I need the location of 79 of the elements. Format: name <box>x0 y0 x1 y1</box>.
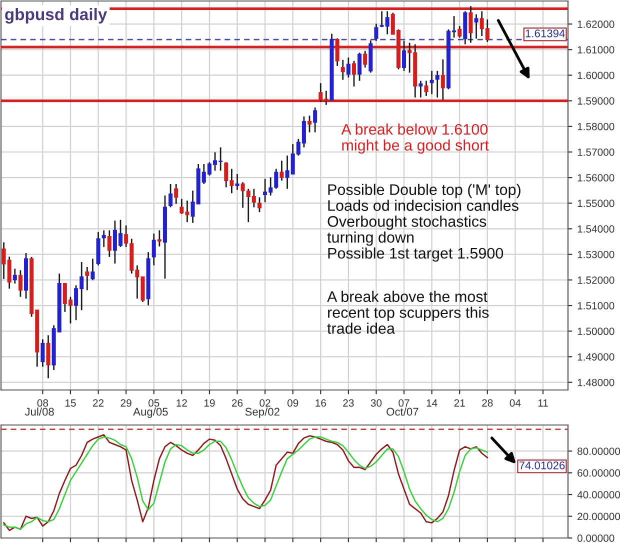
candlestick <box>352 60 356 88</box>
text: Sep/02 <box>245 408 280 418</box>
y-tick-label: 1.58000 <box>578 122 614 130</box>
text: Aug/05 <box>133 408 168 418</box>
candlestick <box>168 183 173 208</box>
chart-title: gbpusd daily <box>5 8 108 24</box>
x-tick-label: 16 <box>316 399 326 407</box>
candlestick <box>402 40 406 72</box>
x-tick-label: 19 <box>204 399 215 407</box>
candlestick <box>257 196 262 213</box>
y-tick-label: 1.49000 <box>578 353 614 361</box>
y-tick-label: 1.59000 <box>578 97 614 105</box>
candlestick <box>435 70 440 98</box>
y-tick-label: 1.50000 <box>578 328 614 336</box>
annotation: A break below 1.6100 might be a good short <box>341 124 489 154</box>
x-tick-label: 30 <box>370 399 382 407</box>
candlestick <box>174 183 178 205</box>
y-tick-label: 1.53000 <box>578 250 614 258</box>
candlestick <box>18 270 22 298</box>
annotation: A break above the most recent top scuppers this trade idea <box>327 290 489 334</box>
y-tick-label: 1.48000 <box>578 378 614 386</box>
x-tick-label: 21 <box>454 399 465 407</box>
y-tick-label: 20.00000 <box>578 512 620 520</box>
candlestick <box>430 70 434 95</box>
x-tick-label: 26 <box>232 399 243 407</box>
x-tick-label: 02 <box>260 399 270 407</box>
candlestick <box>107 230 112 258</box>
y-tick-label: 1.51000 <box>578 302 614 310</box>
candlestick <box>363 50 368 68</box>
y-tick-label: 0.00000 <box>577 534 614 542</box>
x-tick-label: 07 <box>398 399 410 407</box>
candlestick <box>102 230 106 248</box>
x-tick-label: 08 <box>37 399 48 407</box>
candlestick <box>152 232 156 266</box>
candlestick <box>235 173 240 191</box>
candlestick <box>157 230 162 248</box>
y-tick-label: 1.60000 <box>578 72 614 80</box>
candlestick <box>40 338 45 368</box>
y-tick-label: 40.00000 <box>577 491 620 498</box>
annotation: Possible Double top ('M' top) Loads od indecision candles Overbought stochastics turning down Possible 1st target 1.5900 <box>327 184 520 262</box>
x-tick-label: 22 <box>93 399 104 407</box>
x-tick-label: 04 <box>510 399 521 407</box>
x-tick-label: 11 <box>538 399 548 407</box>
x-tick-label: 12 <box>176 399 187 407</box>
candlestick <box>346 56 350 78</box>
y-tick-label: 60.00000 <box>578 469 620 477</box>
candlestick <box>12 268 17 284</box>
candlestick <box>308 114 312 133</box>
x-tick-label: 29 <box>120 399 132 407</box>
x-tick-label: 09 <box>287 399 298 407</box>
candlestick <box>90 258 95 281</box>
x-tick-label: 05 <box>148 399 160 407</box>
y-tick-label: 1.57000 <box>578 148 614 156</box>
x-tick-label: 14 <box>426 399 438 407</box>
candlestick <box>85 266 90 291</box>
x-tick-label: 15 <box>65 399 76 407</box>
candlestick <box>374 23 378 42</box>
y-tick-label: 1.55000 <box>578 200 614 208</box>
candlestick <box>340 59 345 81</box>
y-tick-label: 1.54000 <box>578 225 614 233</box>
candlestick <box>358 52 362 82</box>
candlestick <box>474 14 478 40</box>
candlestick <box>46 334 50 379</box>
annotation: 74.01026 <box>519 461 565 470</box>
y-tick-label: 80.00000 <box>577 448 620 455</box>
x-tick-label: 28 <box>482 399 493 407</box>
candlestick <box>424 80 428 97</box>
candlestick <box>313 106 318 133</box>
text: Oct/07 <box>386 408 418 416</box>
ref-line-label: 1.61394 <box>526 29 565 38</box>
candlestick <box>418 80 423 98</box>
x-tick-label: 23 <box>343 399 354 407</box>
candlestick <box>458 25 462 38</box>
y-tick-label: 1.62000 <box>578 20 614 28</box>
y-tick-label: 1.61000 <box>578 46 614 54</box>
y-tick-label: 1.56000 <box>578 174 614 182</box>
y-tick-label: 1.52000 <box>578 276 614 284</box>
text: Jul/08 <box>24 408 54 416</box>
candlestick <box>280 160 284 182</box>
